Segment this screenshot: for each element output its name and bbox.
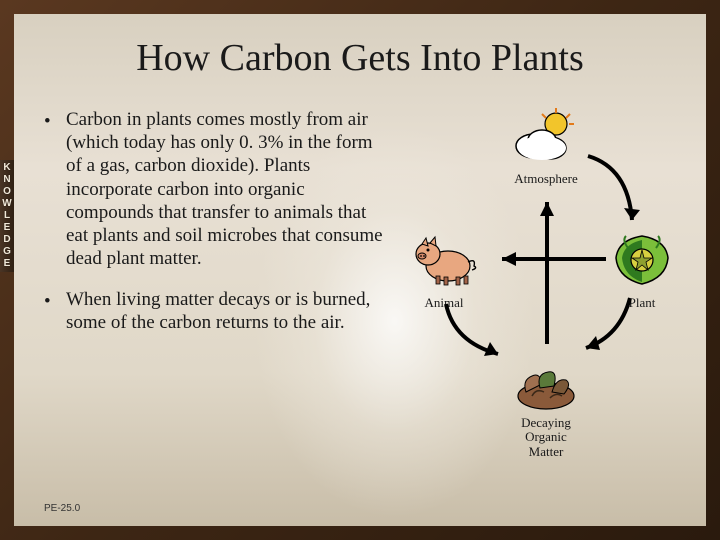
node-plant: Plant	[608, 228, 676, 288]
bullet-mark-icon: •	[44, 108, 66, 270]
bullet-text: When living matter decays or is burned, …	[66, 288, 384, 334]
plant-icon	[608, 228, 676, 288]
animal-icon	[410, 228, 478, 288]
decay-icon	[512, 352, 580, 412]
arrow-plant-to-animal	[484, 248, 614, 270]
bullet-item: • Carbon in plants comes mostly from air…	[44, 108, 384, 270]
node-label: Atmosphere	[514, 172, 578, 186]
page-title: How Carbon Gets Into Plants	[44, 36, 676, 80]
node-decay: Decaying Organic Matter	[512, 352, 580, 459]
node-atmosphere: Atmosphere	[512, 108, 580, 168]
node-label: Plant	[629, 296, 656, 310]
arrow-decay-to-atmosphere	[536, 186, 558, 352]
node-label: Decaying Organic Matter	[521, 416, 571, 459]
footer-code: PE-25.0	[44, 503, 80, 514]
bullet-item: • When living matter decays or is burned…	[44, 288, 384, 334]
bullet-text: Carbon in plants comes mostly from air (…	[66, 108, 384, 270]
sidebar-knowledge-badge: KNOWLEDGE	[0, 160, 14, 272]
atmosphere-icon	[512, 108, 580, 168]
text-column: • Carbon in plants comes mostly from air…	[44, 108, 384, 468]
carbon-cycle-diagram: Atmosphere	[392, 108, 676, 468]
slide-body: How Carbon Gets Into Plants • Carbon in …	[14, 14, 706, 526]
arrow-atmosphere-to-plant	[580, 148, 650, 238]
content-row: • Carbon in plants comes mostly from air…	[44, 108, 676, 468]
slide-frame: KNOWLEDGE How Carbon Gets Into Plants • …	[0, 0, 720, 540]
bullet-mark-icon: •	[44, 288, 66, 334]
node-animal: Animal	[410, 228, 478, 288]
node-label: Animal	[425, 296, 464, 310]
